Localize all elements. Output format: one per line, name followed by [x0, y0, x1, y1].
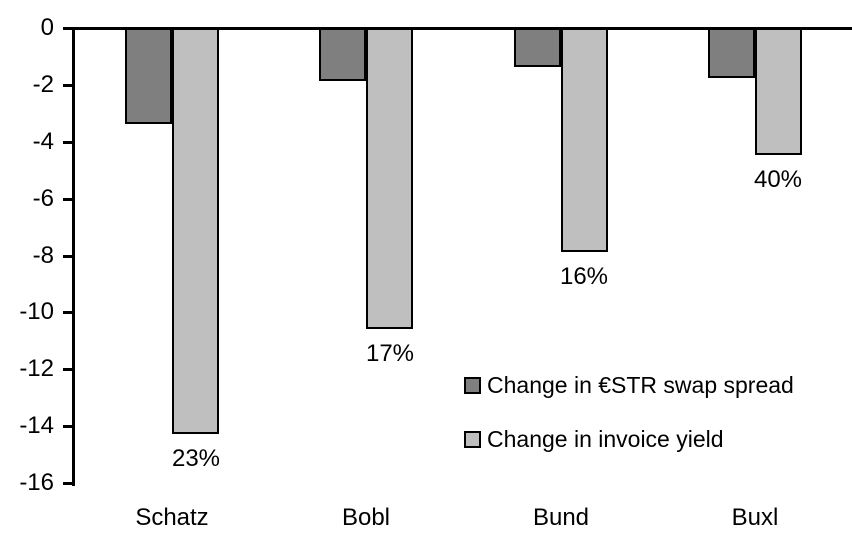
legend-label: Change in €STR swap spread [487, 372, 794, 398]
category-label-bobl: Bobl [341, 504, 391, 531]
bar-buxl-series1 [708, 27, 755, 78]
data-label-schatz: 23% [171, 445, 221, 472]
y-tick--8 [63, 255, 74, 258]
category-label-schatz: Schatz [135, 504, 209, 531]
y-tick-label--14: -14 [19, 412, 54, 439]
data-label-bobl: 17% [365, 340, 415, 367]
y-tick--10 [63, 311, 74, 314]
y-tick--14 [63, 425, 74, 428]
category-label-bund: Bund [532, 504, 590, 531]
y-tick--12 [63, 368, 74, 371]
y-tick--4 [63, 141, 74, 144]
legend: Change in €STR swap spread Change in invo… [464, 372, 794, 453]
y-tick--2 [63, 84, 74, 87]
y-tick--6 [63, 198, 74, 201]
legend-swatch-icon [464, 431, 481, 448]
bar-bobl-series2 [366, 27, 413, 329]
bar-bund-series2 [561, 27, 608, 252]
data-label-bund: 16% [559, 263, 609, 290]
bar-schatz-series2 [172, 27, 219, 434]
y-tick-label--12: -12 [19, 355, 54, 382]
y-tick-label--10: -10 [19, 298, 54, 325]
bar-buxl-series2 [755, 27, 802, 155]
legend-swatch-icon [464, 377, 481, 394]
legend-label: Change in invoice yield [487, 426, 724, 452]
bar-bobl-series1 [319, 27, 366, 81]
y-tick-label--6: -6 [32, 185, 54, 212]
y-tick-0 [63, 27, 74, 30]
legend-item-series1: Change in €STR swap spread [464, 372, 794, 399]
legend-item-series2: Change in invoice yield [464, 426, 794, 453]
y-tick-label--8: -8 [32, 242, 54, 269]
x-axis-zero-line [64, 27, 852, 30]
category-label-buxl: Buxl [731, 504, 779, 531]
y-tick-label--16: -16 [19, 469, 54, 496]
y-tick--16 [63, 482, 74, 485]
y-tick-label--2: -2 [32, 71, 54, 98]
bar-bund-series1 [514, 27, 561, 67]
y-tick-label--4: -4 [32, 128, 54, 155]
data-label-buxl: 40% [753, 166, 803, 193]
y-tick-label-0: 0 [40, 14, 54, 41]
bar-schatz-series1 [125, 27, 172, 124]
